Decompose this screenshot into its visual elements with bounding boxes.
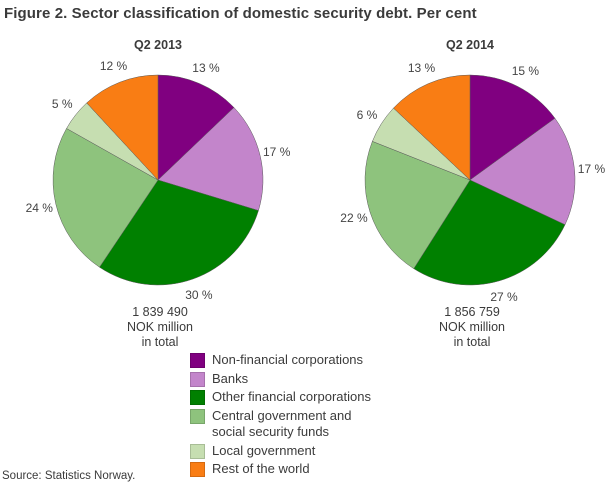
chart-title-q2-2013: Q2 2013 — [134, 38, 182, 52]
slice-percent-label: 17 % — [263, 144, 291, 159]
source-note: Source: Statistics Norway. — [2, 470, 136, 482]
figure-title: Figure 2. Sector classification of domes… — [4, 5, 477, 22]
slice-percent-label: 6 % — [356, 107, 378, 122]
slice-percent-label: 24 % — [25, 201, 53, 216]
slice-percent-label: 30 % — [185, 287, 213, 302]
pie-slice — [469, 118, 576, 225]
slice-percent-label: 27 % — [490, 290, 518, 305]
pie-slice — [413, 179, 566, 286]
legend-label: Central government and social security f… — [212, 407, 352, 440]
pie-slice — [157, 74, 235, 181]
legend-item: Central government and social security f… — [190, 408, 420, 441]
chart-title-q2-2014: Q2 2014 — [446, 38, 494, 52]
legend-swatch — [190, 408, 205, 424]
pie-slice — [52, 128, 159, 268]
pie-slice — [469, 74, 556, 181]
pie-slice — [157, 107, 264, 211]
pie-slice — [393, 74, 471, 181]
legend-label: Rest of the world — [212, 461, 310, 476]
slice-percent-label: 22 % — [340, 210, 368, 225]
legend-item: Banks — [190, 371, 420, 388]
legend-item: Local government — [190, 443, 420, 460]
total-label-q2-2014: 1 856 759 NOK million in total — [439, 305, 505, 349]
pie-chart-q2-2014 — [364, 74, 576, 286]
total-label-q2-2013: 1 839 490 NOK million in total — [127, 305, 193, 349]
legend-swatch — [190, 390, 205, 405]
slice-percent-label: 13 % — [407, 61, 436, 76]
legend-item: Rest of the world — [190, 461, 420, 478]
slice-percent-label: 13 % — [192, 60, 220, 75]
pie-slice — [86, 74, 159, 181]
legend-swatch — [190, 371, 205, 387]
legend-item: Other financial corporations — [190, 389, 420, 406]
pie-chart-q2-2013 — [52, 74, 264, 286]
slice-percent-label: 12 % — [99, 59, 128, 74]
slice-percent-label: 5 % — [51, 97, 73, 112]
legend-label: Local government — [212, 442, 316, 458]
pie-slice — [99, 179, 259, 286]
legend-swatch — [190, 353, 205, 368]
legend-swatch — [190, 462, 205, 477]
slice-percent-label: 17 % — [577, 161, 606, 176]
legend: Non-financial corporations Banks Other fin… — [190, 352, 420, 480]
legend-item: Non-financial corporations — [190, 352, 420, 369]
legend-label: Other financial corporations — [212, 389, 371, 404]
legend-label: Non-financial corporations — [212, 352, 364, 367]
slice-percent-label: 15 % — [511, 64, 540, 79]
legend-swatch — [190, 443, 205, 459]
pie-slice — [364, 141, 471, 269]
legend-label: Banks — [212, 370, 249, 386]
